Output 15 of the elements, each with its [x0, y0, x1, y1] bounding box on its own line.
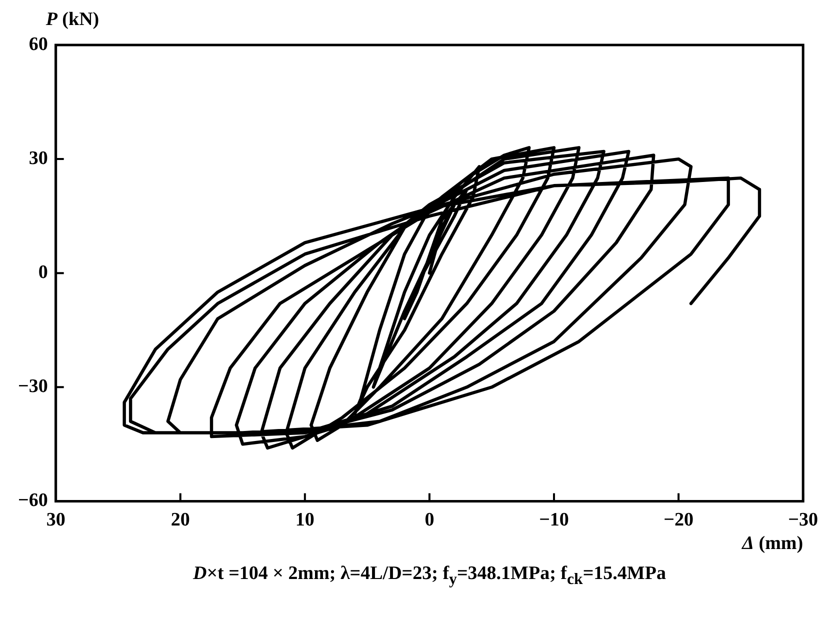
x-tick-label: −10 [539, 510, 569, 531]
x-axis-title: Δ (mm) [742, 533, 804, 556]
y-tick-label: 30 [28, 148, 48, 169]
x-tick-label: 20 [170, 510, 190, 531]
text: D×t =104 × 2mm; λ=4L/D=23; f$_{y}$=348.1MPa; f$_{ck}$=15.4MPa [192, 563, 666, 589]
y-tick-label: 60 [28, 34, 48, 55]
y-axis-title: P (kN) [46, 9, 100, 31]
x-tick-label: 30 [46, 510, 66, 531]
x-tick-label: −20 [664, 510, 694, 531]
x-tick-label: 0 [424, 510, 434, 531]
x-tick-label: −30 [788, 510, 818, 531]
y-tick-label: −30 [18, 376, 48, 398]
x-tick-label: 10 [295, 510, 314, 531]
y-tick-label: −60 [18, 490, 48, 512]
y-tick-label: 0 [38, 262, 48, 284]
